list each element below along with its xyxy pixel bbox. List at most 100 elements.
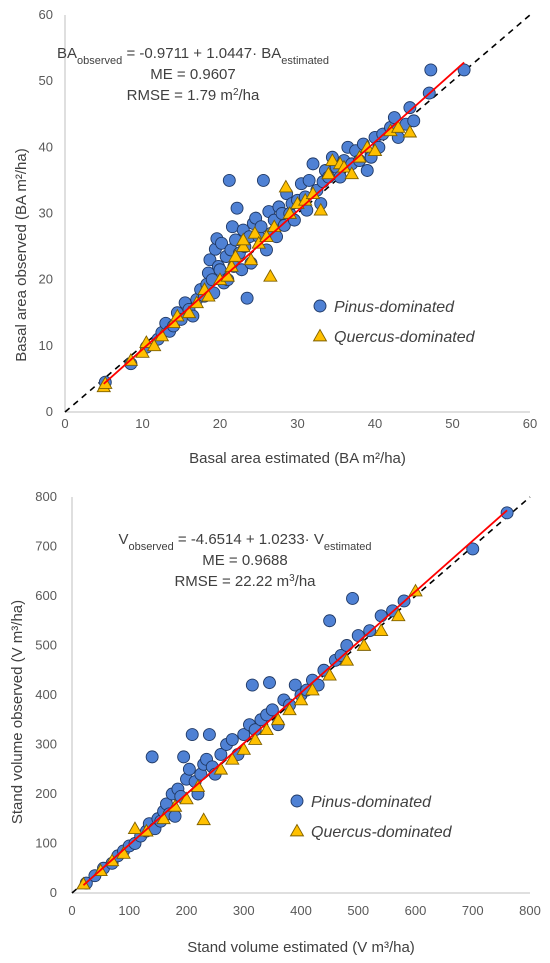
- x-tick-label: 0: [68, 903, 75, 918]
- legend: Pinus-dominated Quercus-dominated: [312, 299, 476, 346]
- y-tick-label: 500: [35, 638, 57, 653]
- fit-statistic: ME = 0.9607: [150, 66, 235, 83]
- data-point: [305, 682, 320, 696]
- data-point: [373, 623, 389, 636]
- x-tick-label: 60: [523, 416, 537, 431]
- regression-line: [103, 61, 465, 385]
- data-point: [228, 249, 243, 262]
- data-points: [76, 506, 514, 890]
- x-tick-label: 10: [135, 416, 149, 431]
- data-point: [247, 225, 263, 239]
- legend: Pinus-dominated Quercus-dominated: [289, 794, 453, 841]
- data-point: [215, 236, 229, 250]
- data-point: [339, 652, 355, 666]
- data-point: [168, 809, 182, 823]
- legend-pinus-label: Pinus-dominated: [311, 794, 432, 811]
- data-point: [127, 821, 143, 834]
- data-point: [225, 733, 239, 746]
- data-point: [288, 678, 302, 692]
- data-point: [313, 202, 329, 216]
- data-point: [323, 614, 337, 628]
- data-point: [360, 164, 374, 177]
- fit-statistic: ME = 0.9688: [202, 552, 287, 569]
- regression-equation: BAobserved = -0.9711 + 1.0447· BAestimat…: [57, 45, 329, 67]
- data-point: [224, 259, 239, 272]
- data-point: [407, 114, 421, 128]
- data-point: [201, 288, 216, 302]
- x-tick-label: 300: [233, 903, 255, 918]
- x-tick-label: 400: [290, 903, 312, 918]
- regression-equation: Vobserved = -4.6514 + 1.0233· Vestimated: [118, 531, 371, 553]
- y-axis-label: Stand volume observed (V m³/ha): [9, 600, 26, 824]
- y-tick-label: 60: [39, 7, 53, 22]
- y-tick-label: 30: [39, 206, 53, 221]
- legend-quercus-label: Quercus-dominated: [334, 329, 476, 346]
- data-point: [256, 173, 270, 187]
- data-point: [346, 592, 359, 605]
- x-tick-label: 200: [176, 903, 198, 918]
- data-point: [340, 639, 354, 652]
- data-point: [222, 173, 236, 187]
- x-tick-label: 100: [118, 903, 140, 918]
- data-point: [139, 335, 154, 348]
- y-tick-label: 0: [50, 885, 57, 900]
- data-point: [403, 101, 417, 115]
- data-point: [466, 542, 480, 556]
- legend-pinus-marker: [290, 794, 304, 808]
- data-point: [185, 728, 199, 742]
- data-point: [181, 305, 197, 319]
- data-point: [265, 703, 279, 717]
- data-point: [356, 638, 372, 651]
- x-tick-label: 700: [462, 903, 484, 918]
- y-tick-label: 40: [39, 139, 53, 154]
- data-point: [402, 124, 418, 138]
- data-point: [202, 728, 216, 742]
- data-point: [277, 218, 291, 232]
- data-point: [196, 812, 211, 826]
- fit-statistic: RMSE = 22.22 m3/ha: [174, 573, 316, 591]
- x-axis-label: Basal area estimated (BA m²/ha): [189, 450, 406, 467]
- data-point: [213, 761, 229, 775]
- data-point: [293, 692, 309, 706]
- data-point: [225, 220, 239, 234]
- data-point: [230, 201, 244, 215]
- data-point: [270, 712, 286, 726]
- data-point: [146, 338, 162, 352]
- data-point: [278, 179, 294, 193]
- data-point: [263, 676, 276, 690]
- data-point: [259, 722, 274, 735]
- data-point: [305, 186, 321, 199]
- legend-quercus-marker: [312, 328, 328, 342]
- x-tick-label: 50: [445, 416, 459, 431]
- y-tick-label: 400: [35, 687, 57, 702]
- y-tick-label: 0: [46, 404, 53, 419]
- data-point: [322, 667, 337, 681]
- data-point: [306, 157, 320, 171]
- data-points: [96, 63, 471, 393]
- data-point: [247, 732, 263, 745]
- data-point: [235, 232, 251, 246]
- y-tick-label: 10: [39, 338, 53, 353]
- data-point: [351, 629, 365, 643]
- x-tick-label: 0: [61, 416, 68, 431]
- y-tick-label: 700: [35, 539, 57, 554]
- data-point: [500, 506, 514, 520]
- data-point: [302, 173, 316, 187]
- legend-quercus-marker: [289, 823, 305, 837]
- x-tick-label: 500: [347, 903, 369, 918]
- data-point: [240, 291, 254, 305]
- y-tick-label: 20: [39, 272, 53, 287]
- data-point: [145, 750, 159, 764]
- y-axis-label: Basal area observed (BA m²/ha): [13, 148, 30, 361]
- x-tick-label: 600: [405, 903, 427, 918]
- data-point: [325, 153, 340, 166]
- data-point: [391, 608, 406, 622]
- regression-line: [82, 509, 508, 886]
- x-axis-label: Stand volume estimated (V m³/ha): [187, 939, 415, 956]
- legend-pinus-marker: [313, 299, 327, 313]
- y-tick-label: 100: [35, 836, 57, 851]
- data-point: [182, 762, 196, 776]
- data-point: [390, 120, 406, 133]
- stand-volume-scatter-chart: 0 100 200 300 400 500 600 700 800 0 100 200 300 400 50…: [9, 489, 541, 956]
- y-tick-label: 50: [39, 73, 53, 88]
